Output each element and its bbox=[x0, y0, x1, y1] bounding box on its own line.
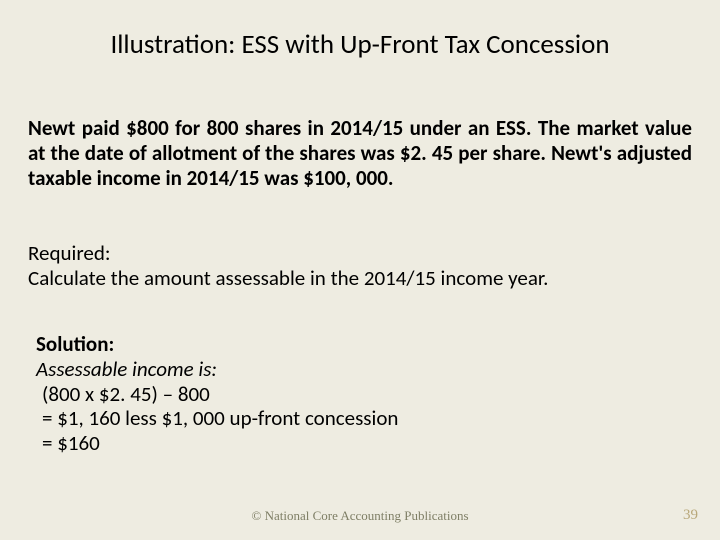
problem-facts: Newt paid $800 for 800 shares in 2014/15… bbox=[28, 116, 692, 190]
solution-line-2: = $1, 160 less $1, 000 up-front concessi… bbox=[42, 406, 692, 431]
solution-line-1: (800 x $2. 45) – 800 bbox=[42, 382, 692, 407]
slide-title: Illustration: ESS with Up-Front Tax Conc… bbox=[0, 28, 720, 61]
footer-copyright: © National Core Accounting Publications bbox=[0, 508, 720, 524]
solution-label: Solution: bbox=[36, 332, 692, 357]
slide: Illustration: ESS with Up-Front Tax Conc… bbox=[0, 0, 720, 540]
required-label: Required: bbox=[28, 240, 111, 266]
page-number: 39 bbox=[683, 507, 698, 524]
solution-block: Solution: Assessable income is: (800 x $… bbox=[36, 332, 692, 456]
solution-line-3: = $160 bbox=[42, 431, 692, 456]
assessable-income-label: Assessable income is: bbox=[36, 357, 692, 382]
required-text: Calculate the amount assessable in the 2… bbox=[28, 265, 692, 291]
